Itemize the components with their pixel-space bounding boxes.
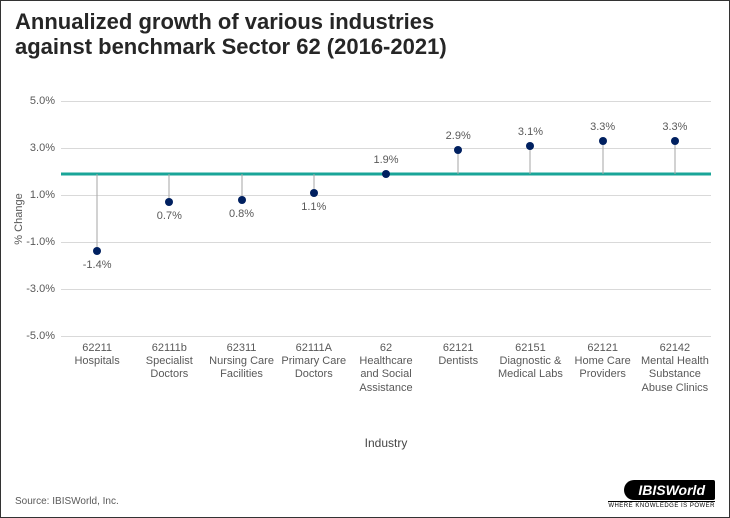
data-label: 0.7% xyxy=(157,210,182,222)
source-text: Source: IBISWorld, Inc. xyxy=(15,496,119,507)
gridline xyxy=(61,148,711,149)
gridline xyxy=(61,195,711,196)
data-marker xyxy=(238,196,246,204)
y-tick-label: -1.0% xyxy=(26,236,61,248)
gridline xyxy=(61,289,711,290)
lollipop-stem xyxy=(602,141,603,174)
chart-title-line2: against benchmark Sector 62 (2016-2021) xyxy=(15,34,447,59)
data-marker xyxy=(310,189,318,197)
y-tick-label: 5.0% xyxy=(30,95,61,107)
data-marker xyxy=(671,137,679,145)
x-tick-label: 62151Diagnostic & Medical Labs xyxy=(493,336,567,382)
data-marker xyxy=(165,198,173,206)
data-label: -1.4% xyxy=(83,259,112,271)
chart-frame: Annualized growth of various industries … xyxy=(0,0,730,518)
x-tick-label: 62142Mental Health Substance Abuse Clini… xyxy=(638,336,712,395)
chart-title-line1: Annualized growth of various industries xyxy=(15,9,447,34)
lollipop-stem xyxy=(674,141,675,174)
gridline xyxy=(61,242,711,243)
logo-text: IBISWorld xyxy=(624,480,715,500)
data-label: 3.1% xyxy=(518,126,543,138)
chart-title: Annualized growth of various industries … xyxy=(15,9,447,60)
data-label: 2.9% xyxy=(446,130,471,142)
data-label: 3.3% xyxy=(662,121,687,133)
lollipop-stem xyxy=(530,146,531,174)
x-tick-label: 62111APrimary Care Doctors xyxy=(277,336,351,382)
y-tick-label: 1.0% xyxy=(30,189,61,201)
data-marker xyxy=(93,247,101,255)
y-tick-label: -3.0% xyxy=(26,283,61,295)
logo-tagline: WHERE KNOWLEDGE IS POWER xyxy=(608,501,715,509)
data-label: 1.9% xyxy=(373,154,398,166)
data-marker xyxy=(382,170,390,178)
data-label: 1.1% xyxy=(301,201,326,213)
data-marker xyxy=(526,142,534,150)
x-tick-label: 62121Home Care Providers xyxy=(566,336,640,382)
data-label: 3.3% xyxy=(590,121,615,133)
x-tick-label: 62121Dentists xyxy=(421,336,495,368)
x-tick-label: 62311Nursing Care Facilities xyxy=(205,336,279,382)
y-tick-label: -5.0% xyxy=(26,330,61,342)
y-axis-title: % Change xyxy=(13,193,25,244)
lollipop-stem xyxy=(97,174,98,252)
ibisworld-logo: IBISWorld WHERE KNOWLEDGE IS POWER xyxy=(608,480,715,509)
plot-area: -5.0%-3.0%-1.0%1.0%3.0%5.0%-1.4%62211Hos… xyxy=(61,101,711,336)
y-tick-label: 3.0% xyxy=(30,142,61,154)
x-axis-title: Industry xyxy=(365,436,408,450)
data-marker xyxy=(454,146,462,154)
x-tick-label: 62211Hospitals xyxy=(60,336,134,368)
gridline xyxy=(61,101,711,102)
data-label: 0.8% xyxy=(229,208,254,220)
x-tick-label: 62111bSpecialist Doctors xyxy=(132,336,206,382)
x-tick-label: 62Healthcare and Social Assistance xyxy=(349,336,423,395)
data-marker xyxy=(599,137,607,145)
